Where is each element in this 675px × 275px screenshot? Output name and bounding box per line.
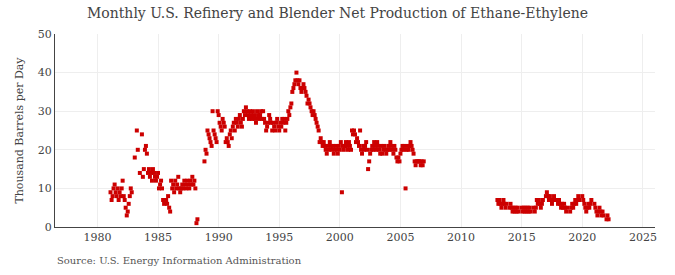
- svg-text:1980: 1980: [83, 231, 111, 244]
- svg-text:2015: 2015: [508, 231, 536, 244]
- svg-text:50: 50: [38, 28, 52, 41]
- svg-text:0: 0: [45, 221, 52, 234]
- svg-text:2010: 2010: [447, 231, 475, 244]
- svg-text:40: 40: [38, 66, 52, 79]
- svg-text:1995: 1995: [265, 231, 293, 244]
- svg-text:1990: 1990: [205, 231, 233, 244]
- svg-text:10: 10: [38, 182, 52, 195]
- svg-text:2000: 2000: [326, 231, 354, 244]
- svg-text:2020: 2020: [568, 231, 596, 244]
- svg-text:Thousand Barrels per Day: Thousand Barrels per Day: [13, 57, 26, 204]
- svg-text:Monthly U.S. Refinery and Blen: Monthly U.S. Refinery and Blender Net Pr…: [87, 5, 588, 21]
- svg-text:2025: 2025: [629, 231, 657, 244]
- svg-text:2005: 2005: [386, 231, 414, 244]
- svg-text:1985: 1985: [144, 231, 172, 244]
- svg-text:Source: U.S. Energy Informatio: Source: U.S. Energy Information Administ…: [57, 255, 302, 266]
- svg-text:20: 20: [38, 144, 52, 157]
- svg-text:30: 30: [38, 105, 52, 118]
